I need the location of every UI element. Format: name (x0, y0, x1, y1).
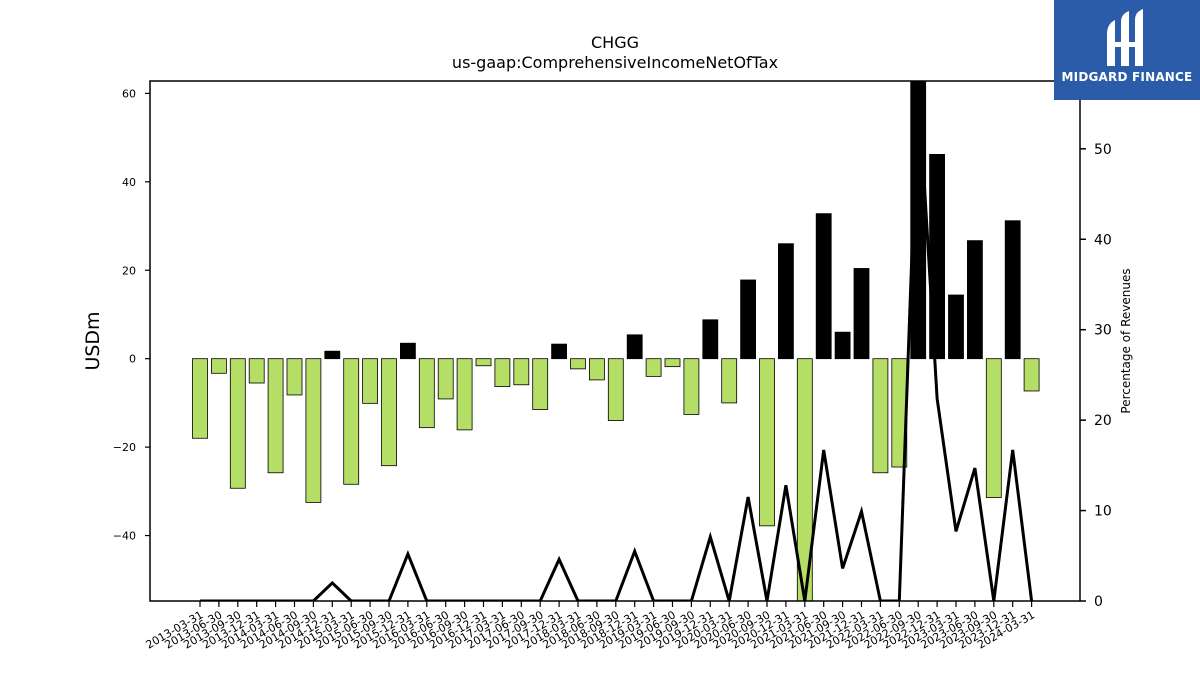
bar-2019-09-30 (683, 358, 700, 415)
chart-subtitle: us-gaap:ComprehensiveIncomeNetOfTax (452, 53, 778, 72)
bar-2020-06-30 (740, 279, 756, 360)
bar-2017-03-31 (494, 358, 511, 387)
bar-2016-09-30 (456, 358, 473, 431)
bar-2021-09-30 (834, 331, 851, 360)
x-axis: 2013-03-312013-06-302013-09-302013-12-31… (144, 601, 1037, 652)
bar-2017-12-31 (551, 343, 567, 360)
bar-2016-06-30 (437, 358, 454, 400)
bar-2018-03-31 (570, 358, 586, 370)
left-axis: 60 40 20 0 −20 −40 (113, 87, 150, 543)
left-tick-label: 0 (129, 353, 136, 366)
line-layer (200, 81, 1034, 601)
bar-2023-09-30 (985, 358, 1002, 498)
right-axis: 0 10 20 30 40 50 (1080, 142, 1112, 610)
bar-2013-06-30 (210, 358, 227, 374)
bar-group (192, 80, 1040, 602)
bar-2015-12-31 (399, 342, 416, 360)
bar-2016-03-31 (418, 358, 435, 429)
plot-frame (149, 80, 1081, 602)
bar-2014-12-31 (324, 350, 341, 360)
left-tick-label: 60 (122, 87, 136, 100)
bar-2022-03-31 (872, 358, 889, 474)
bar-2014-09-30 (305, 358, 322, 503)
right-tick-label: 40 (1094, 232, 1112, 248)
left-tick-label: 20 (122, 264, 136, 277)
bar-2019-03-31 (645, 358, 662, 377)
percentage-line (200, 81, 1034, 601)
bar-2017-06-30 (513, 358, 530, 386)
bar-2014-03-31 (267, 358, 284, 474)
bar-2014-06-30 (286, 358, 303, 396)
bar-2015-09-30 (381, 358, 397, 467)
bar-2018-06-30 (589, 358, 605, 381)
right-tick-label: 20 (1094, 413, 1112, 429)
bar-2013-12-31 (248, 358, 265, 384)
right-tick-label: 0 (1094, 594, 1103, 610)
bar-2015-06-30 (362, 358, 379, 404)
y2-axis-label: Percentage of Revenues (1119, 268, 1133, 413)
bar-2023-06-30 (967, 240, 983, 360)
y-axis-label: USDm (82, 311, 104, 370)
right-tick-label: 50 (1094, 142, 1112, 158)
left-tick-label: −20 (113, 441, 136, 454)
bar-2016-12-31 (475, 358, 492, 367)
logo-mark-icon (1107, 9, 1143, 66)
bar-2019-12-31 (702, 319, 719, 360)
bar-2024-03-31 (1023, 358, 1040, 392)
chart-title: CHGG (591, 33, 639, 52)
logo-text: MIDGARD FINANCE (1061, 70, 1193, 84)
bar-2021-12-31 (853, 268, 870, 360)
bar-2017-09-30 (532, 358, 549, 410)
bar-2013-09-30 (229, 358, 246, 489)
left-tick-label: 40 (122, 176, 136, 189)
right-tick-label: 30 (1094, 323, 1112, 339)
bar-2019-06-30 (664, 358, 681, 368)
right-tick-label: 10 (1094, 504, 1112, 520)
bar-2020-12-31 (778, 243, 794, 360)
brand-logo: MIDGARD FINANCE (1054, 0, 1200, 100)
bar-2021-06-30 (815, 213, 832, 360)
bar-2018-12-31 (626, 334, 643, 360)
bar-2020-03-31 (721, 358, 738, 404)
plot-border (149, 80, 1081, 602)
bar-2020-09-30 (759, 358, 775, 527)
bar-2015-03-31 (343, 358, 360, 485)
bar-2013-03-31 (192, 358, 208, 439)
bar-2023-03-31 (948, 294, 964, 360)
bar-2018-09-30 (607, 358, 624, 421)
left-tick-label: −40 (113, 530, 136, 543)
bar-2023-12-31 (1004, 220, 1021, 360)
